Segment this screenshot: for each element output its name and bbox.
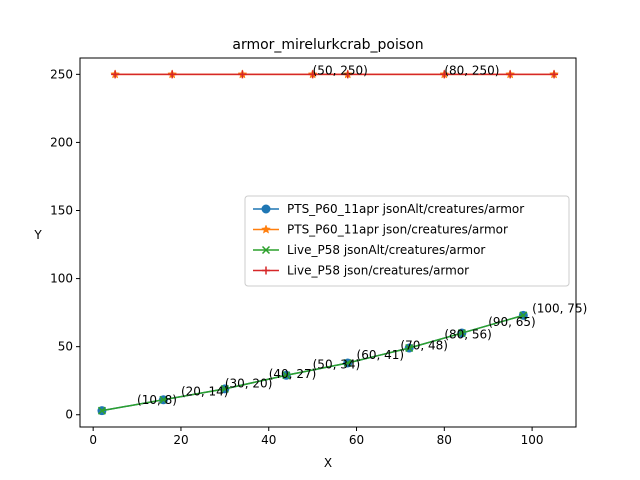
marker-shape <box>440 70 449 79</box>
marker-shape <box>343 70 352 79</box>
y-tick-label: 250 <box>50 67 73 81</box>
annotation-label: (50, 250) <box>313 63 368 77</box>
data-point <box>343 358 352 368</box>
plot-area <box>97 69 559 416</box>
annotation-label: (10, 8) <box>137 393 177 407</box>
annotation-label: (60, 41) <box>357 348 405 362</box>
marker-shape <box>262 266 270 275</box>
y-tick-label: 150 <box>50 204 73 218</box>
series-line <box>101 314 524 412</box>
data-point <box>111 70 120 79</box>
y-tick-label: 200 <box>50 135 73 149</box>
x-tick-label: 80 <box>437 433 452 447</box>
marker-shape <box>261 245 271 255</box>
annotations: (10, 8)(20, 14)(30, 20)(40, 27)(50, 34)(… <box>137 63 587 407</box>
x-tick-label: 60 <box>349 433 364 447</box>
legend-marker <box>261 204 271 214</box>
x-tick-label: 40 <box>261 433 276 447</box>
marker-shape <box>238 70 247 79</box>
y-axis-label: Y <box>33 228 42 242</box>
annotation-label: (70, 48) <box>400 338 448 352</box>
marker-shape <box>282 371 291 380</box>
legend-entry-2: Live_P58 jsonAlt/creatures/armor <box>253 243 485 257</box>
y-axis: 0 50 100 150 200 250 <box>50 67 80 422</box>
annotation-label: (80, 56) <box>444 327 492 341</box>
data-point <box>343 70 352 79</box>
legend-entry-3: Live_P58 json/creatures/armor <box>253 264 469 278</box>
series-3 <box>111 70 559 79</box>
legend-label: PTS_P60_11apr jsonAlt/creatures/armor <box>287 202 524 216</box>
x-axis: 0 20 40 60 80 100 <box>89 427 544 447</box>
legend-box <box>244 195 570 287</box>
y-tick-label: 100 <box>50 272 73 286</box>
marker-shape <box>220 384 229 393</box>
data-point <box>308 70 317 79</box>
marker-shape <box>97 406 106 415</box>
annotation-label: (30, 20) <box>225 377 273 391</box>
legend-entry-0: PTS_P60_11apr jsonAlt/creatures/armor <box>253 202 524 216</box>
data-point <box>405 343 414 353</box>
data-point <box>168 70 177 79</box>
x-axis-label: X <box>324 456 332 470</box>
marker-shape <box>343 358 352 368</box>
marker-shape <box>111 70 120 79</box>
y-tick-label: 0 <box>65 408 73 422</box>
annotation-label: (20, 14) <box>181 385 229 399</box>
marker-shape <box>168 70 177 79</box>
legend-label: Live_P58 jsonAlt/creatures/armor <box>287 243 485 257</box>
marker-shape <box>519 311 528 320</box>
data-point <box>97 406 106 415</box>
marker-shape <box>506 70 515 79</box>
x-tick-label: 100 <box>521 433 544 447</box>
marker-shape <box>261 224 271 234</box>
data-point <box>550 70 559 79</box>
data-point <box>457 329 466 338</box>
x-tick-label: 0 <box>89 433 97 447</box>
marker-shape <box>405 343 414 353</box>
data-point <box>506 70 515 79</box>
marker-shape <box>159 395 168 404</box>
series-2 <box>97 311 528 415</box>
legend-entry-1: PTS_P60_11apr json/creatures/armor <box>253 223 508 237</box>
data-point <box>282 371 291 380</box>
annotation-label: (50, 34) <box>313 357 361 371</box>
data-point <box>220 384 229 393</box>
marker-shape <box>550 70 559 79</box>
data-point <box>519 311 528 320</box>
x-tick-label: 20 <box>173 433 188 447</box>
annotation-label: (100, 75) <box>532 302 587 316</box>
legend-marker <box>261 224 271 234</box>
y-tick-label: 50 <box>58 340 73 354</box>
legend-marker <box>262 266 270 275</box>
data-point <box>238 70 247 79</box>
legend-label: PTS_P60_11apr json/creatures/armor <box>287 223 508 237</box>
marker-shape <box>261 204 271 214</box>
annotation-label: (40, 27) <box>269 367 317 381</box>
legend: PTS_P60_11apr jsonAlt/creatures/armor PTS… <box>244 195 570 287</box>
plot-frame <box>79 57 577 428</box>
marker-shape <box>308 70 317 79</box>
annotation-label: (80, 250) <box>444 63 499 77</box>
data-point <box>159 395 168 404</box>
chart-title: armor_mirelurkcrab_poison <box>232 37 423 53</box>
marker-shape <box>457 329 466 338</box>
legend-marker <box>261 245 271 255</box>
data-point <box>440 70 449 79</box>
legend-label: Live_P58 json/creatures/armor <box>287 264 469 278</box>
annotation-label: (90, 65) <box>488 315 536 329</box>
